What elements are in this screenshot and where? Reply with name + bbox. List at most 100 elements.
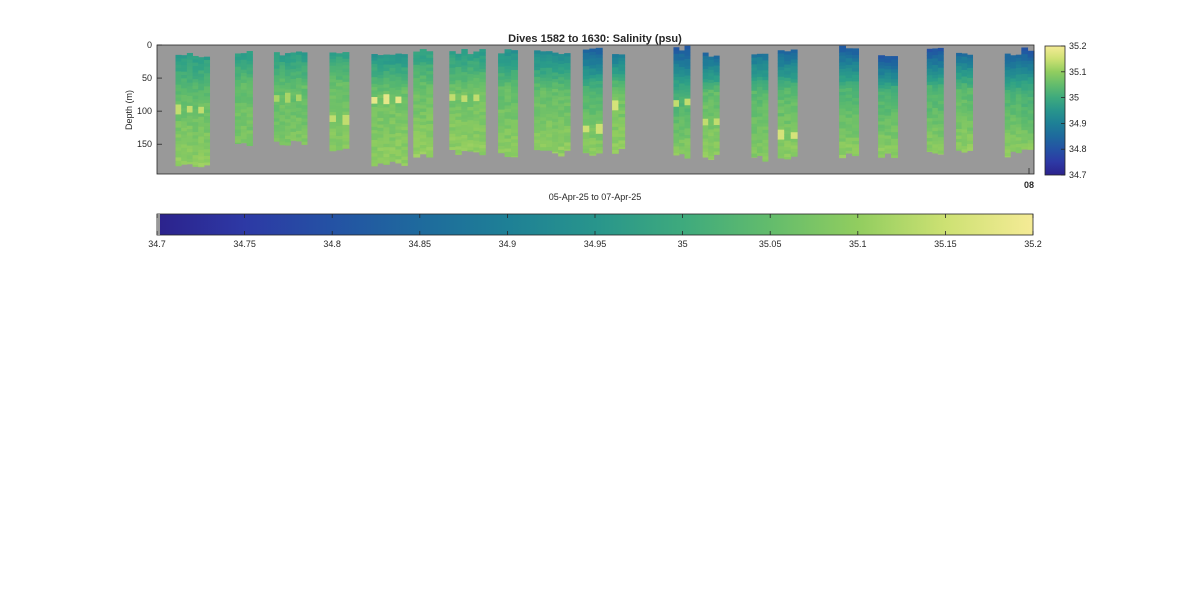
salinity-cell xyxy=(884,105,892,110)
salinity-cell xyxy=(449,110,456,115)
salinity-cell xyxy=(784,84,792,89)
salinity-cell xyxy=(956,66,962,70)
salinity-cell xyxy=(426,127,434,132)
salinity-cell xyxy=(1004,56,1011,61)
salinity-cell xyxy=(198,149,205,154)
salinity-cell xyxy=(878,144,885,149)
salinity-cell xyxy=(956,69,962,74)
salinity-cell xyxy=(937,104,944,108)
salinity-cell xyxy=(479,138,486,143)
salinity-cell xyxy=(198,86,205,91)
salinity-cell xyxy=(937,143,944,148)
salinity-cell xyxy=(413,130,421,135)
salinity-cell xyxy=(181,134,188,139)
salinity-cell xyxy=(589,144,597,149)
salinity-cell xyxy=(852,114,859,119)
salinity-cell xyxy=(498,79,505,84)
salinity-cell xyxy=(246,127,253,131)
salinity-cell xyxy=(389,101,396,105)
salinity-cell xyxy=(595,57,603,62)
salinity-cell xyxy=(702,75,709,80)
salinity-cell xyxy=(756,136,763,141)
salinity-cell xyxy=(234,66,242,71)
salinity-cell xyxy=(534,113,541,117)
salinity-cell xyxy=(777,136,785,140)
salinity-cell xyxy=(790,145,798,150)
salinity-cell xyxy=(884,148,892,153)
salinity-cell xyxy=(558,106,565,111)
salinity-cell xyxy=(383,104,390,108)
salinity-cell xyxy=(479,95,486,100)
salinity-cell xyxy=(762,96,769,101)
salinity-cell xyxy=(967,97,974,102)
salinity-cell xyxy=(419,98,427,103)
salinity-cell xyxy=(246,93,253,98)
salinity-cell xyxy=(419,128,427,133)
salinity-cell xyxy=(762,123,769,127)
salinity-cell xyxy=(852,104,859,109)
salinity-cell xyxy=(395,80,402,84)
salinity-cell xyxy=(284,99,291,104)
salinity-cell xyxy=(342,98,350,103)
salinity-cell xyxy=(461,118,468,123)
salinity-cell xyxy=(540,140,547,145)
salinity-cell xyxy=(395,53,402,58)
salinity-cell xyxy=(540,137,547,142)
salinity-cell xyxy=(1010,121,1017,126)
salinity-cell xyxy=(335,109,343,114)
salinity-cell xyxy=(449,57,456,62)
salinity-cell xyxy=(961,136,968,140)
salinity-cell xyxy=(612,93,619,98)
salinity-cell xyxy=(967,71,974,75)
salinity-cell xyxy=(790,148,798,153)
salinity-cell xyxy=(784,117,792,122)
salinity-cell xyxy=(845,91,853,95)
salinity-cell xyxy=(301,108,308,113)
salinity-cell xyxy=(279,111,286,116)
salinity-cell xyxy=(932,147,939,152)
salinity-cell xyxy=(279,141,286,146)
salinity-cell xyxy=(1010,94,1017,99)
salinity-cell xyxy=(937,97,944,102)
salinity-cell xyxy=(967,104,974,109)
salinity-cell xyxy=(708,122,715,127)
salinity-cell xyxy=(413,101,421,105)
salinity-cell xyxy=(273,65,280,70)
salinity-cell xyxy=(961,109,968,114)
salinity-cell xyxy=(498,152,505,154)
salinity-cell xyxy=(540,104,547,108)
salinity-cell xyxy=(401,80,408,85)
salinity-cell xyxy=(461,138,468,143)
salinity-cell xyxy=(1027,64,1035,68)
salinity-cell xyxy=(1010,55,1017,59)
salinity-cell xyxy=(762,126,769,131)
salinity-cell xyxy=(564,142,571,147)
salinity-cell xyxy=(175,64,182,69)
salinity-cell xyxy=(181,75,188,79)
salinity-cell xyxy=(467,146,474,151)
salinity-cell xyxy=(790,109,798,113)
salinity-cell xyxy=(534,70,541,74)
salinity-cell xyxy=(426,104,434,108)
salinity-cell xyxy=(878,118,885,122)
salinity-cell xyxy=(383,130,390,135)
salinity-cell xyxy=(839,98,847,103)
salinity-cell xyxy=(192,122,199,126)
salinity-cell xyxy=(449,64,456,69)
salinity-cell xyxy=(784,71,792,75)
salinity-cell xyxy=(684,154,691,159)
salinity-cell xyxy=(395,70,402,74)
salinity-cell xyxy=(1021,123,1029,128)
salinity-cell xyxy=(852,124,859,129)
salinity-cell xyxy=(1015,114,1022,118)
salinity-cell xyxy=(558,80,565,85)
salinity-cell xyxy=(240,59,248,64)
salinity-cell xyxy=(558,126,565,131)
salinity-cell xyxy=(335,96,343,100)
salinity-cell xyxy=(564,89,571,94)
salinity-cell xyxy=(192,158,199,163)
salinity-cell xyxy=(564,109,571,114)
salinity-cell xyxy=(751,150,758,154)
salinity-cell xyxy=(389,147,396,152)
salinity-cell xyxy=(401,67,408,72)
